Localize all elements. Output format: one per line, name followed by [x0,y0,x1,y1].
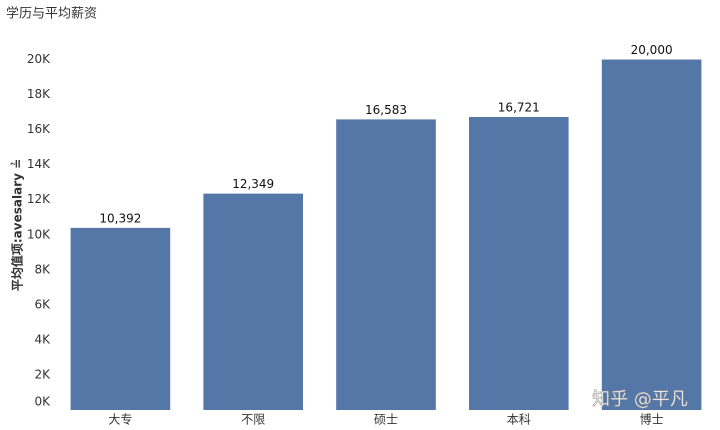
y-tick-label: 6K [34,297,51,311]
bar [70,227,171,410]
x-tick-label: 不限 [241,413,265,427]
x-tick-label: 硕士 [374,413,398,427]
y-tick-label: 4K [34,332,51,346]
data-label: 16,721 [498,100,540,114]
watermark: 知乎 @平凡 [592,389,688,410]
data-label: 12,349 [232,177,274,191]
y-tick-label: 14K [27,157,51,171]
bar [336,119,436,411]
bar [469,116,569,411]
x-tick-label: 大专 [108,412,132,427]
y-tick-label: 16K [27,122,51,136]
y-tick-label: 8K [34,262,51,276]
y-axis-label: 平均值项:avesalary ≟ [10,159,25,291]
x-tick-label: 本科 [507,413,531,427]
data-label: 10,392 [99,211,141,225]
y-tick-label: 10K [27,227,51,241]
y-tick-label: 12K [27,192,51,206]
y-tick-label: 18K [27,87,51,101]
y-tick-label: 0K [34,395,51,409]
chart-title: 学历与平均薪资 [6,6,97,22]
x-tick-label: 博士 [640,412,664,427]
bar [601,59,702,411]
bar [203,193,303,410]
y-tick-label: 2K [34,367,51,381]
y-tick-label: 20K [27,52,51,66]
data-label: 20,000 [631,43,673,57]
data-label: 16,583 [365,103,407,117]
